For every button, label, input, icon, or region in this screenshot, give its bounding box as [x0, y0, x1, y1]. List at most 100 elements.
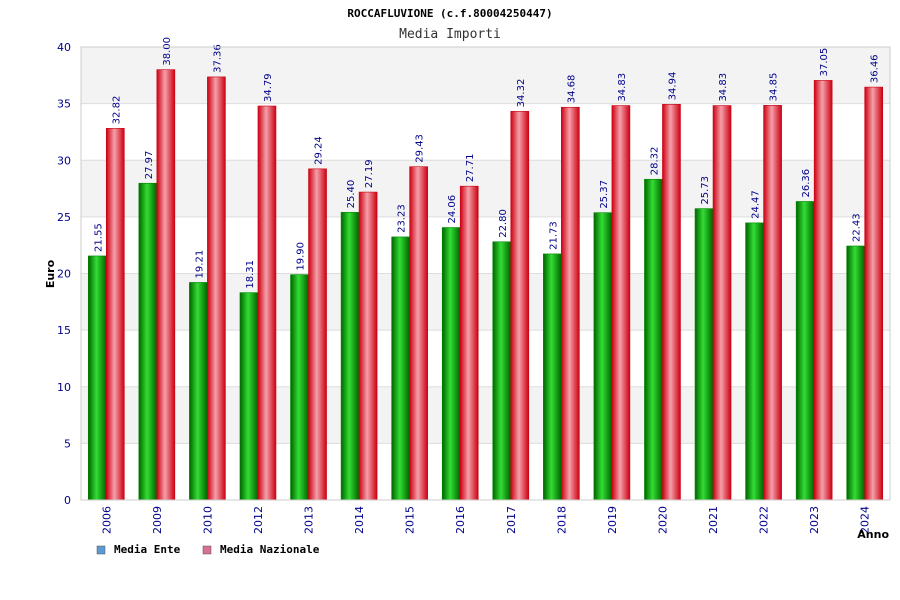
bar-media-ente-2023 [795, 201, 815, 501]
data-label: 25.37 [599, 180, 610, 209]
data-label: 34.68 [566, 75, 577, 104]
bar-media-nazionale-2010 [207, 76, 226, 501]
data-label: 29.24 [314, 136, 325, 165]
data-label: 19.21 [194, 250, 205, 279]
data-label: 34.79 [263, 73, 274, 102]
bar-media-nazionale-2016 [459, 185, 479, 501]
bar-media-ente-2010 [189, 282, 208, 501]
bar-media-nazionale-2022 [763, 105, 782, 501]
data-label: 25.73 [700, 176, 711, 205]
bar-media-nazionale-2018 [561, 106, 580, 501]
data-label: 37.36 [212, 44, 223, 73]
legend-swatch-media-nazionale [202, 545, 212, 555]
y-tick-label: 25 [57, 211, 71, 224]
data-label: 27.19 [364, 159, 375, 188]
y-axis-label: Euro [44, 259, 57, 288]
x-tick-label: 2006 [100, 506, 113, 534]
data-label: 18.31 [245, 260, 256, 289]
bar-media-ente-2009 [138, 182, 158, 501]
chart-subtitle: Media Importi [399, 27, 501, 42]
x-tick-label: 2021 [707, 506, 720, 534]
x-tick-label: 2023 [808, 506, 821, 534]
legend-label-media-nazionale: Media Nazionale [220, 543, 320, 556]
x-tick-label: 2019 [606, 506, 619, 534]
data-label: 36.46 [870, 54, 881, 83]
bar-media-nazionale-2024 [864, 86, 884, 501]
y-tick-label: 40 [57, 41, 71, 54]
data-label: 34.85 [769, 73, 780, 102]
data-label: 22.43 [852, 213, 863, 242]
y-tick-label: 35 [57, 98, 71, 111]
data-label: 26.36 [801, 169, 812, 198]
y-tick-label: 15 [57, 324, 71, 337]
x-tick-label: 2010 [201, 506, 214, 534]
bar-media-nazionale-2017 [510, 111, 530, 501]
bar-media-ente-2014 [340, 212, 360, 501]
data-label: 24.06 [447, 195, 458, 224]
data-label: 24.47 [751, 190, 762, 219]
data-label: 21.55 [93, 223, 104, 252]
bars: 21.55 32.82 27.97 38.00 19.21 37.36 18.31 34.79… [87, 37, 884, 501]
data-label: 21.73 [548, 221, 559, 250]
bar-media-ente-2024 [846, 245, 866, 501]
bar-media-nazionale-2014 [358, 191, 378, 501]
data-label: 34.94 [667, 72, 678, 101]
bar-media-nazionale-2012 [257, 105, 277, 501]
bar-media-ente-2020 [644, 178, 663, 501]
bar-media-ente-2012 [239, 292, 259, 501]
x-tick-label: 2009 [151, 506, 164, 534]
y-tick-label: 5 [64, 437, 71, 450]
bar-media-nazionale-2006 [105, 128, 125, 501]
data-label: 28.32 [649, 147, 660, 176]
data-label: 23.23 [397, 204, 408, 233]
bar-media-ente-2013 [290, 274, 309, 501]
x-tick-label: 2018 [555, 506, 568, 534]
y-tick-label: 30 [57, 154, 71, 167]
data-label: 37.05 [819, 48, 830, 77]
bar-media-ente-2016 [441, 227, 461, 501]
data-label: 38.00 [162, 37, 173, 66]
bar-media-ente-2022 [745, 222, 764, 501]
y-tick-label: 0 [64, 494, 71, 507]
data-label: 27.71 [465, 154, 476, 183]
chart-title: ROCCAFLUVIONE (c.f.80004250447) [347, 7, 552, 20]
bar-media-nazionale-2020 [662, 104, 681, 501]
legend: Media Ente Media Nazionale [96, 543, 320, 556]
data-label: 27.97 [144, 151, 155, 180]
bar-media-ente-2018 [543, 253, 562, 501]
bar-media-nazionale-2023 [813, 80, 833, 501]
bar-media-ente-2021 [694, 208, 714, 501]
bar-media-ente-2019 [593, 212, 613, 501]
plot-frame [80, 46, 891, 501]
x-tick-label: 2022 [758, 506, 771, 534]
bar-media-ente-2006 [87, 255, 107, 501]
x-tick-label: 2015 [404, 506, 417, 534]
bar-media-ente-2017 [492, 241, 512, 501]
bar-media-nazionale-2009 [156, 69, 176, 501]
data-label: 29.43 [415, 134, 426, 163]
bar-media-nazionale-2015 [409, 166, 428, 501]
x-axis-label: Anno [857, 528, 889, 541]
bar-media-nazionale-2013 [308, 168, 327, 501]
x-tick-label: 2017 [505, 506, 518, 534]
data-label: 19.90 [296, 242, 307, 271]
x-axis-ticks: 2006 2009 2010 2012 2013 2014 2015 2016 2017 2018… [100, 506, 871, 534]
legend-swatch-media-ente [96, 545, 106, 555]
x-tick-label: 2024 [859, 506, 872, 534]
x-tick-label: 2012 [252, 506, 265, 534]
x-tick-label: 2013 [303, 506, 316, 534]
data-label: 34.32 [516, 79, 527, 108]
data-label: 22.80 [498, 209, 509, 238]
bar-media-ente-2015 [391, 236, 410, 501]
bar-media-nazionale-2019 [611, 105, 631, 501]
data-label: 34.83 [617, 73, 628, 102]
y-tick-label: 10 [57, 381, 71, 394]
x-tick-label: 2014 [353, 506, 366, 534]
data-label: 34.83 [718, 73, 729, 102]
bar-media-nazionale-2021 [712, 105, 732, 501]
y-axis-ticks: 0 5 10 15 20 25 30 35 40 [57, 41, 71, 507]
legend-label-media-ente: Media Ente [114, 543, 181, 556]
y-tick-label: 20 [57, 268, 71, 281]
data-label: 25.40 [346, 180, 357, 209]
